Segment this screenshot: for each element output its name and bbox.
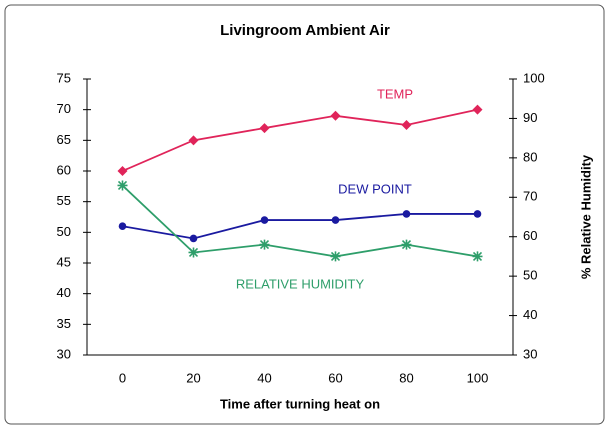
marker	[117, 180, 128, 191]
x-tick-label: 80	[399, 370, 413, 385]
y2-tick-label: 30	[523, 346, 537, 361]
y-tick-label: 45	[57, 254, 71, 269]
marker	[189, 234, 198, 243]
y-tick-label: 65	[57, 132, 71, 147]
y2-tick-label: 80	[523, 149, 537, 164]
y-tick-label: 75	[57, 70, 71, 85]
series-label: TEMP	[377, 86, 413, 101]
marker	[118, 222, 127, 230]
marker	[472, 104, 483, 115]
series-line	[121, 184, 478, 258]
marker	[401, 239, 412, 250]
series-line	[122, 108, 478, 172]
marker	[259, 239, 270, 250]
marker	[473, 210, 482, 218]
series-label: DEW POINT	[338, 181, 412, 196]
y2-tick-label: 50	[523, 268, 537, 283]
y-tick-label: 35	[57, 316, 71, 331]
marker	[330, 110, 341, 121]
y-tick-label: 30	[57, 346, 71, 361]
chart-title: Livingroom Ambient Air	[220, 22, 390, 39]
y2-axis-label: % Relative Humidity	[578, 154, 593, 279]
series-line	[122, 213, 478, 240]
y-tick-label: 50	[57, 224, 71, 239]
x-tick-label: 60	[328, 370, 342, 385]
marker	[401, 120, 412, 130]
series-label: RELATIVE HUMIDITY	[236, 276, 365, 291]
x-tick-label: 20	[186, 370, 200, 385]
marker	[117, 166, 128, 176]
y2-tick-label: 100	[523, 70, 545, 85]
y2-tick-label: 60	[523, 228, 537, 243]
y2-tick-label: 90	[523, 110, 537, 125]
marker	[472, 251, 483, 262]
y-tick-label: 40	[57, 285, 71, 300]
x-axis-label: Time after turning heat on	[220, 396, 380, 411]
y-tick-label: 55	[57, 193, 71, 208]
y2-tick-label: 70	[523, 189, 537, 204]
marker	[188, 135, 199, 146]
y-tick-label: 70	[57, 101, 71, 116]
x-tick-label: 40	[257, 370, 271, 385]
marker	[402, 210, 411, 218]
x-tick-label: 100	[467, 370, 489, 385]
chart-frame	[4, 4, 605, 425]
y-tick-label: 60	[57, 162, 71, 177]
marker	[188, 247, 199, 258]
marker	[331, 216, 340, 224]
x-tick-label: 0	[119, 370, 126, 385]
y2-tick-label: 40	[523, 307, 537, 322]
marker	[259, 123, 270, 134]
marker	[260, 216, 269, 224]
marker	[330, 251, 341, 262]
